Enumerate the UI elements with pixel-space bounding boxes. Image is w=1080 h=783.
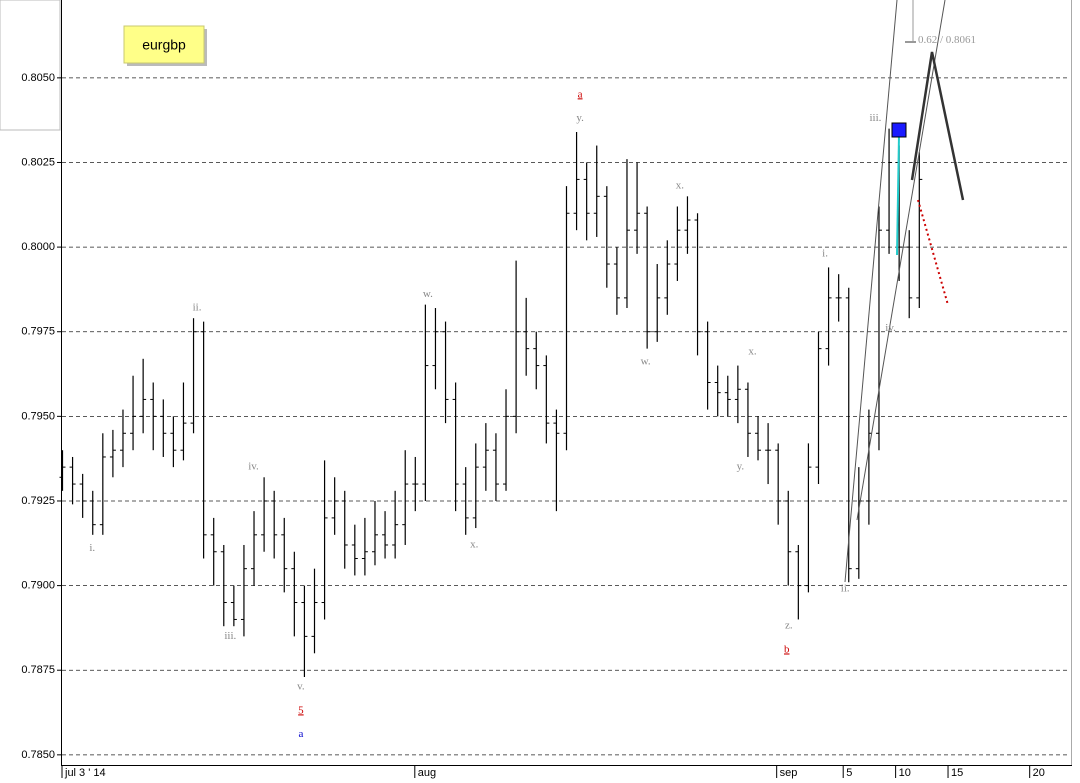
wave-label: iii. (224, 630, 236, 642)
wave-label: a (578, 88, 583, 100)
cyan-line (896, 134, 900, 256)
wave-label: y. (737, 461, 745, 473)
wave-label: i. (822, 247, 828, 259)
wave-label: y. (576, 112, 584, 124)
drawings (844, 0, 965, 583)
wave-label: w. (423, 288, 433, 300)
x-tick-label: sep (780, 767, 798, 779)
x-tick-label: jul 3 ' 14 (64, 767, 106, 779)
blue-marker (891, 122, 907, 138)
wave-label: 5 (298, 704, 304, 716)
annotations: i. ii. iii. iv. v. 5 a w. x. a y. w. x. x. y. z. b i. ii. i… (89, 34, 976, 740)
note (123, 25, 205, 64)
channel-line (844, 0, 898, 583)
y-tick-label: 0.7900 (21, 580, 55, 592)
chart-title: eurgbp (142, 37, 186, 53)
x-tick-label: aug (418, 767, 436, 779)
axis-panel (0, 0, 61, 131)
y-tick-label: 0.8000 (21, 241, 55, 253)
wave-label: x. (748, 346, 757, 358)
bars (59, 128, 923, 677)
wave-label: 0.62 / 0.8061 (918, 34, 976, 46)
wave-label: a (298, 728, 303, 740)
y-tick-label: 0.8050 (21, 72, 55, 84)
symbol-note: eurgbp (123, 25, 207, 66)
wave-label: b (784, 643, 790, 655)
forecast-path (910, 51, 965, 201)
wave-label: ii. (193, 302, 202, 314)
y-tick-label: 0.7850 (21, 749, 55, 761)
x-tick-label: 10 (899, 767, 911, 779)
forecast-alt (917, 199, 949, 306)
y-tick-label: 0.7950 (21, 410, 55, 422)
wave-label: x. (676, 180, 685, 192)
y-tick-label: 0.7925 (21, 495, 55, 507)
y-tick-label: 0.7875 (21, 664, 55, 676)
wave-label: x. (470, 539, 479, 551)
wave-label: iv. (248, 461, 259, 473)
y-tick-label: 0.7975 (21, 326, 55, 338)
wave-label: iv. (885, 322, 896, 334)
wave-label: w. (641, 356, 651, 368)
y-tick-label: 0.8025 (21, 156, 55, 168)
wave-label: z. (785, 620, 793, 632)
x-tick-label: 5 (846, 767, 852, 779)
wave-label: v. (297, 681, 305, 693)
wave-label: i. (89, 542, 95, 554)
x-tick-label: 15 (951, 767, 963, 779)
wave-label: iii. (869, 112, 881, 124)
x-tick-label: 20 (1033, 767, 1045, 779)
wave-label: ii. (841, 583, 850, 595)
channel-line (856, 0, 946, 521)
